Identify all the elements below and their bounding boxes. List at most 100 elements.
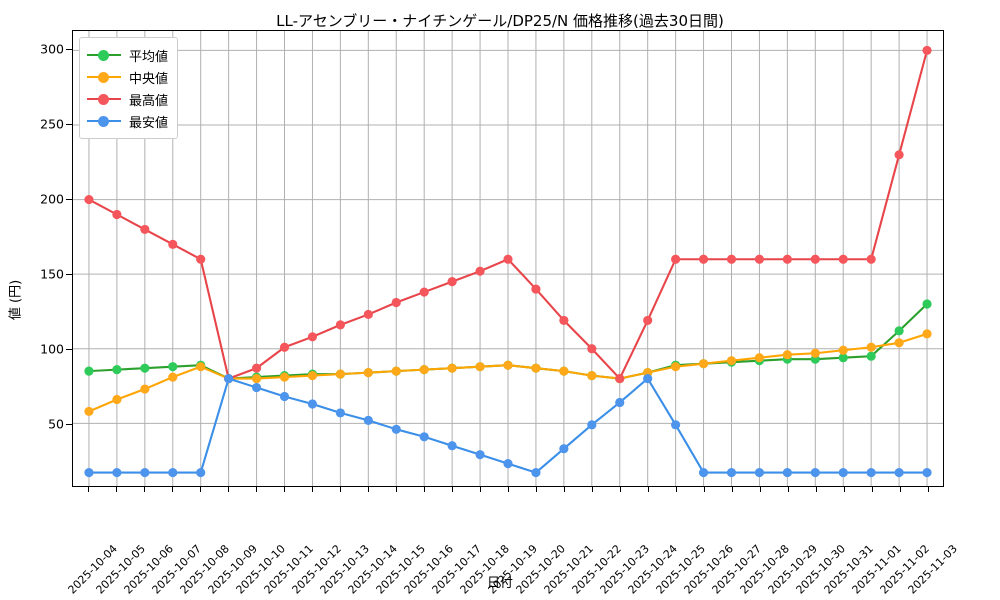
- data-point: [559, 444, 569, 454]
- x-axis-tick-mark: [648, 487, 649, 492]
- x-axis-tick-mark: [228, 487, 229, 492]
- x-axis-label: 日付: [486, 576, 513, 591]
- x-axis-tick-mark: [452, 487, 453, 492]
- data-point: [140, 384, 150, 394]
- data-point: [866, 351, 876, 361]
- series-3: [84, 45, 932, 384]
- data-series-layer: [84, 45, 932, 478]
- data-point: [84, 406, 94, 416]
- data-point: [866, 342, 876, 352]
- legend-label: 中央値: [129, 71, 169, 87]
- data-point: [112, 365, 122, 375]
- data-point: [838, 353, 848, 363]
- data-point: [419, 365, 429, 375]
- y-axis-tick-mark: [66, 424, 72, 426]
- x-axis-tick-mark: [788, 487, 789, 492]
- legend-item-2[interactable]: 中央値: [87, 66, 168, 88]
- y-axis-tick-label: 200: [40, 191, 64, 207]
- x-axis-tick-mark: [200, 487, 201, 492]
- data-point: [363, 415, 373, 425]
- data-point: [754, 353, 765, 363]
- data-point: [447, 441, 457, 451]
- data-point: [698, 254, 709, 264]
- data-point: [391, 297, 401, 308]
- legend-label: 最高値: [129, 93, 169, 109]
- x-axis-tick-mark: [312, 487, 313, 492]
- data-point: [810, 467, 820, 478]
- data-point: [615, 374, 625, 384]
- data-point: [782, 467, 792, 478]
- data-point: [643, 374, 653, 384]
- x-axis-tick-mark: [564, 487, 565, 492]
- legend-item-3[interactable]: 最高値: [87, 88, 168, 110]
- data-point: [615, 397, 625, 408]
- data-point: [643, 315, 653, 325]
- data-point: [587, 344, 597, 354]
- data-point: [307, 332, 318, 342]
- x-axis-tick-mark: [256, 487, 257, 492]
- legend-swatch-icon: [87, 114, 121, 128]
- x-axis-tick-mark: [396, 487, 397, 492]
- y-axis-tick-label: 300: [40, 41, 64, 57]
- x-axis-tick-mark: [172, 487, 173, 492]
- data-point: [363, 368, 373, 378]
- data-point: [84, 366, 94, 376]
- data-point: [754, 467, 765, 478]
- x-axis-tick-mark: [424, 487, 425, 492]
- legend-swatch-icon: [87, 92, 121, 106]
- data-point: [447, 277, 457, 287]
- data-point: [587, 420, 597, 430]
- y-axis-tick-mark: [66, 349, 72, 351]
- data-point: [671, 362, 681, 372]
- data-point: [922, 329, 932, 339]
- data-point: [894, 150, 904, 160]
- data-point: [922, 467, 932, 478]
- x-axis-tick-mark: [536, 487, 537, 492]
- legend-label: 平均値: [129, 49, 169, 65]
- data-point: [224, 374, 234, 384]
- x-axis-tick-mark: [340, 487, 341, 492]
- x-axis-tick-mark: [620, 487, 621, 492]
- x-axis-tick-mark: [508, 487, 509, 492]
- series-4: [84, 374, 932, 478]
- y-axis-tick-mark: [66, 199, 72, 201]
- x-axis-tick-mark: [88, 487, 89, 492]
- y-axis-tick-mark: [66, 274, 72, 276]
- data-point: [251, 363, 262, 373]
- data-point: [726, 254, 737, 264]
- data-point: [475, 362, 485, 372]
- data-point: [168, 467, 178, 478]
- data-point: [922, 299, 932, 309]
- data-point: [307, 399, 318, 409]
- data-point: [196, 362, 206, 372]
- legend-swatch-icon: [87, 48, 121, 62]
- x-axis-tick-mark: [816, 487, 817, 492]
- legend-item-1[interactable]: 平均値: [87, 44, 168, 66]
- x-axis-tick-mark: [844, 487, 845, 492]
- data-point: [894, 326, 904, 336]
- data-point: [698, 467, 709, 478]
- x-axis-tick-mark: [704, 487, 705, 492]
- data-point: [391, 366, 401, 376]
- data-point: [531, 467, 541, 478]
- y-axis-tick-label: 150: [40, 266, 64, 282]
- data-point: [335, 320, 345, 330]
- data-point: [503, 360, 513, 370]
- data-point: [531, 363, 541, 373]
- x-axis-tick-mark: [900, 487, 901, 492]
- data-point: [838, 467, 848, 478]
- data-point: [503, 254, 513, 264]
- data-point: [279, 391, 290, 402]
- data-point: [726, 467, 737, 478]
- data-point: [140, 224, 150, 234]
- data-point: [559, 366, 569, 376]
- data-point: [279, 342, 290, 352]
- chart-legend: 平均値中央値最高値 最安値: [79, 37, 179, 139]
- data-point: [475, 266, 485, 276]
- data-point: [559, 315, 569, 325]
- data-point: [335, 369, 345, 379]
- data-point: [84, 194, 94, 205]
- data-point: [391, 424, 401, 434]
- series-2: [84, 329, 932, 416]
- legend-item-4[interactable]: 最安値: [87, 110, 168, 132]
